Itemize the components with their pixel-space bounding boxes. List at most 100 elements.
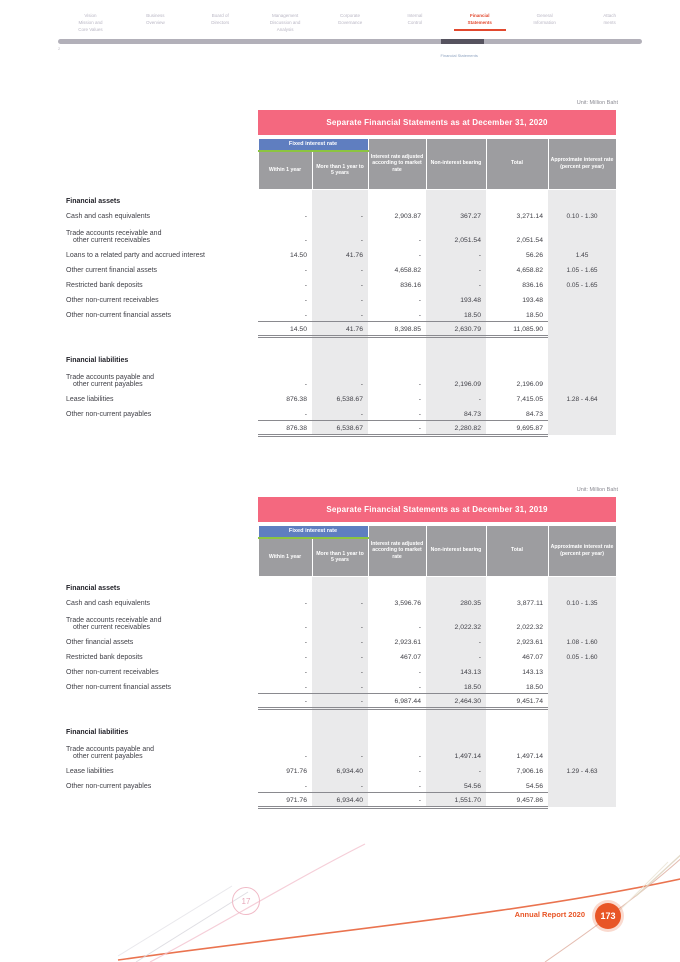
table-row: Other non-current financial assets - - -18.… [62, 306, 617, 321]
cell-value: 876.38 [258, 419, 312, 437]
cell-value: - [312, 261, 368, 276]
cell-value: - [312, 663, 368, 678]
spacer-cell [486, 336, 548, 348]
cell-value: 6,538.67 [312, 390, 368, 405]
cell-value: - [304, 282, 307, 289]
nav-item-4[interactable]: Management Discussion and Analysis [253, 13, 318, 34]
cell-value: - [418, 252, 421, 259]
total-label [62, 693, 258, 708]
column-within-1-year: Within 1 year [257, 537, 313, 577]
cell-value: - [312, 306, 368, 321]
row-label: Other current financial assets [66, 267, 158, 274]
cell-value: 2,903.87 [394, 213, 421, 220]
nav-item-label: Vision [84, 13, 97, 18]
cell-value: 1,497.14 [516, 753, 543, 760]
cell [486, 576, 548, 594]
nav-item-label: Internal [407, 13, 423, 18]
row-label: Lease liabilities [66, 396, 114, 403]
cell-value: - [312, 276, 368, 291]
cell-value: 4,658.82 [516, 267, 543, 274]
cell-value: - [418, 669, 421, 676]
cell [258, 720, 312, 738]
cell-value: 2,196.09 [426, 366, 486, 390]
cell-value: 2,280.82 [426, 419, 486, 437]
cell-value: 4,658.82 [394, 267, 421, 274]
nav-item-8[interactable]: General Information [512, 13, 577, 27]
column-non-interest: Non-interest bearing [425, 523, 487, 577]
table-row: Other current financial assets - - 4,658.82… [62, 261, 617, 276]
cell-value: 84.73 [426, 405, 486, 420]
table-row: Restricted bank deposits - -467.07-467.07 0… [62, 648, 617, 663]
cell-interest-rate: 0.05 - 1.65 [548, 276, 617, 291]
cell [548, 576, 617, 594]
cell-value: 3,596.76 [394, 600, 421, 607]
cell-value: 3,877.11 [517, 600, 543, 607]
row-label: Loans to a related party and accrued int… [66, 252, 205, 259]
cell-value: - [418, 396, 421, 403]
nav-item-5[interactable]: Corporate Governance [318, 13, 383, 27]
spacer-cell [548, 708, 617, 720]
section-header-row: Financial assets [62, 576, 617, 594]
cell-value: 971.76 [258, 791, 312, 809]
cell-value: 2,923.61 [516, 639, 543, 646]
section-header-label: Financial liabilities [66, 729, 129, 736]
cell [548, 348, 617, 366]
cell-value: - [312, 633, 368, 648]
cell-value: - [304, 311, 307, 319]
cell-value: - [418, 753, 421, 760]
row-label: Lease liabilities [66, 768, 114, 775]
cell-value: 41.76 [312, 246, 368, 261]
total-label [62, 420, 258, 435]
cell-value: - [426, 633, 486, 648]
nav-item-1[interactable]: Vision Mission and Core Values [58, 13, 123, 34]
cell-value: - [312, 291, 368, 306]
table-row: Cash and cash equivalents - - 2,903.87 367.2… [62, 207, 617, 222]
cell-value: - [426, 246, 486, 261]
cell [486, 720, 548, 738]
nav-item-3[interactable]: Board of Directors [188, 13, 253, 27]
nav-item-9[interactable]: Attach ments [577, 13, 642, 27]
total-label [62, 321, 258, 336]
row-label: Cash and cash equivalents [66, 600, 151, 607]
cell-value: 54.56 [525, 782, 543, 790]
nav-item-label: Statements [467, 19, 492, 25]
cell-value: - [312, 738, 368, 762]
cell-value: 6,987.44 [368, 692, 426, 710]
column-total: Total [485, 136, 549, 190]
nav-item-7[interactable]: Financial Statements [447, 13, 512, 31]
nav-item-6[interactable]: Internal Control [382, 13, 447, 27]
cell-interest-rate [548, 678, 617, 693]
column-floating-rate: Interest rate adjusted according to mark… [367, 136, 427, 190]
cell-value: 18.50 [426, 306, 486, 321]
nav-item-label: Analysis [276, 26, 294, 32]
cell [548, 720, 617, 738]
cell-value: - [312, 366, 368, 390]
cell-value: 2,051.54 [516, 237, 543, 244]
spacer-cell [426, 708, 486, 720]
table-row: Other financial assets - -2,923.61-2,923.6… [62, 633, 617, 648]
cell-value: - [304, 267, 307, 274]
cell-value: - [312, 594, 368, 609]
cell-value: 18.50 [525, 311, 543, 319]
cell-value: 8,398.85 [368, 320, 426, 338]
nav-progress-indicator[interactable] [440, 38, 485, 44]
cell-value: - [304, 683, 307, 691]
nav-item-label: General [536, 13, 553, 18]
cell-value: - [304, 669, 307, 676]
cell-value: - [368, 791, 426, 809]
cell-value: - [304, 410, 307, 418]
cell-value: 193.48 [522, 297, 543, 304]
section-header-label: Financial liabilities [66, 357, 129, 364]
column-total: Total [485, 523, 549, 577]
spacer-row [62, 336, 617, 348]
nav-item-2[interactable]: Business Overview [123, 13, 188, 27]
row-label: Other non-current receivables [66, 297, 159, 304]
cell-interest-rate [548, 693, 617, 708]
nav-progress-bar[interactable] [58, 38, 642, 44]
cell [368, 720, 426, 738]
cell-interest-rate [548, 663, 617, 678]
cell-value: 876.38 [286, 396, 307, 403]
spacer-row [62, 708, 617, 720]
cell-value: - [312, 777, 368, 792]
nav-item-label: Corporate [340, 13, 361, 18]
